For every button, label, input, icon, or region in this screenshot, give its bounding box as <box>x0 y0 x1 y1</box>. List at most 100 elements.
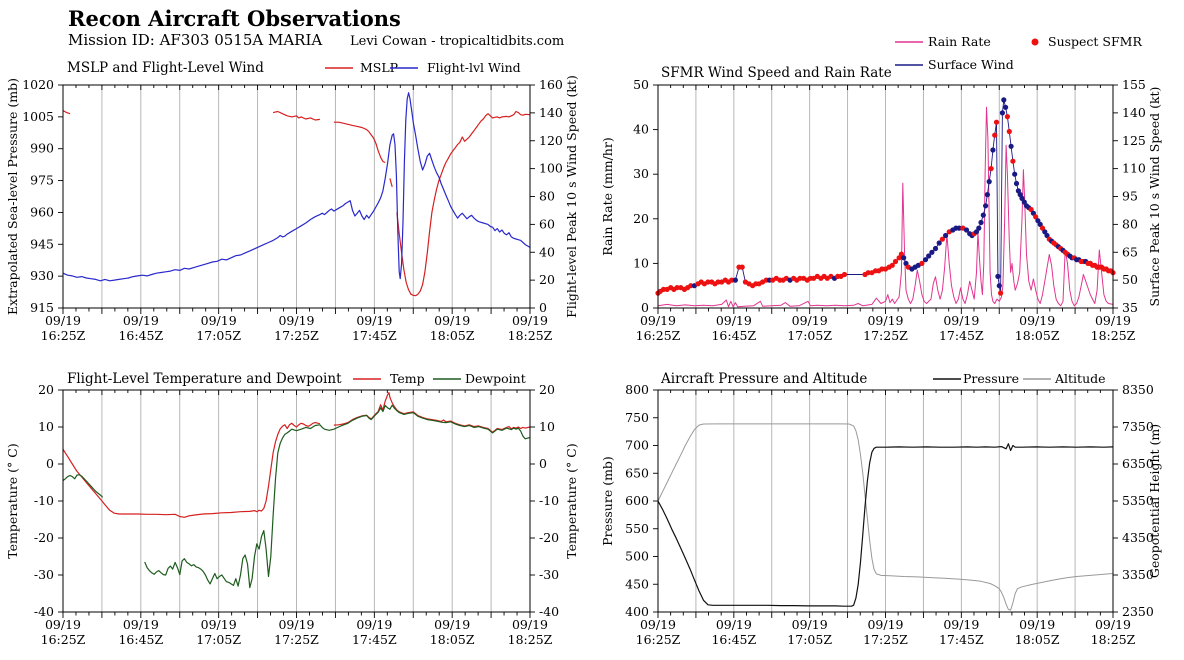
surface-wind-dot <box>999 110 1006 116</box>
right-axis-title: Surface Peak 10 s Wind Speed (kt) <box>1147 87 1162 307</box>
surface-wind-dot <box>963 227 970 233</box>
surface-wind-dot <box>943 232 949 239</box>
right-axis-title: Temperature (° C) <box>564 443 579 558</box>
surface-wind-dot <box>990 147 996 153</box>
legend-label: Dewpoint <box>465 371 526 386</box>
x-tick-label-time: 16:25Z <box>41 632 86 647</box>
y-tick-label-left: 10 <box>38 419 54 434</box>
y-tick-label-left: 40 <box>633 122 649 137</box>
suspect-sfmr-dot <box>1039 225 1046 231</box>
surface-wind-dot <box>983 203 989 209</box>
y-tick-label-right: 95 <box>1122 189 1138 204</box>
suspect-sfmr-dot <box>993 119 1000 125</box>
surface-wind-dot <box>901 255 907 261</box>
x-tick-label-time: 17:05Z <box>196 632 241 647</box>
x-tick-label-date: 09/19 <box>716 617 752 632</box>
y-tick-label-right: 20 <box>539 382 555 397</box>
y-tick-label-right: 40 <box>539 244 555 259</box>
x-tick-label-date: 09/19 <box>1019 617 1055 632</box>
x-tick-label-date: 09/19 <box>201 617 237 632</box>
y-tick-label-left: 50 <box>633 77 649 92</box>
y-tick-label-left: 1005 <box>22 109 54 124</box>
suspect-sfmr-dot <box>865 270 871 276</box>
x-tick-label-time: 18:25Z <box>508 632 553 647</box>
chart-title: SFMR Wind Speed and Rain Rate <box>661 65 892 81</box>
x-tick-label-date: 09/19 <box>278 313 314 328</box>
x-tick-label-date: 09/19 <box>867 313 903 328</box>
surface-wind-dot <box>956 225 962 231</box>
x-tick-label-date: 09/19 <box>640 313 676 328</box>
surface-wind-dot <box>1001 97 1007 103</box>
left-axis-title: Temperature (° C) <box>5 443 20 558</box>
x-tick-label-date: 09/19 <box>512 617 548 632</box>
x-tick-label-date: 09/19 <box>943 313 979 328</box>
x-tick-label-date: 09/19 <box>1095 313 1131 328</box>
y-tick-label-left: 960 <box>30 204 54 219</box>
y-tick-label-right: 2350 <box>1122 604 1154 619</box>
y-tick-label-left: 0 <box>46 456 54 471</box>
suspect-sfmr-dot <box>1033 214 1039 220</box>
chart-title: Flight-Level Temperature and Dewpoint <box>67 371 342 387</box>
y-tick-label-left: 930 <box>30 268 54 283</box>
suspect-sfmr-dot <box>1028 206 1034 213</box>
y-tick-label-left: 750 <box>625 410 649 425</box>
surface-wind-dot <box>980 212 986 218</box>
surface-wind-dot <box>1003 104 1009 110</box>
series-line-rain-rate <box>657 106 1114 308</box>
y-tick-label-right: 50 <box>1122 272 1138 287</box>
surface-wind-dot <box>1035 218 1041 224</box>
x-tick-label-time: 18:05Z <box>430 632 475 647</box>
x-tick-label-time: 17:05Z <box>787 632 832 647</box>
x-tick-label-time: 17:25Z <box>863 632 908 647</box>
legend-label: Altitude <box>1054 371 1106 386</box>
suspect-sfmr-dot <box>992 132 998 138</box>
suspect-sfmr-dot <box>1006 128 1012 135</box>
suspect-sfmr-dot <box>688 283 694 289</box>
y-tick-label-right: 140 <box>1122 105 1146 120</box>
suspect-sfmr-dot <box>988 166 994 172</box>
suspect-sfmr-dot <box>892 258 899 265</box>
x-tick-label-time: 17:05Z <box>196 328 241 343</box>
suspect-sfmr-dot <box>660 286 667 292</box>
y-tick-label-left: 20 <box>38 382 54 397</box>
y-tick-label-right: 140 <box>539 105 563 120</box>
suspect-sfmr-dot <box>998 290 1004 296</box>
sfmr-wind-rain-chart: 09/1916:25Z09/1916:45Z09/1917:05Z09/1917… <box>600 34 1162 343</box>
suspect-sfmr-dot <box>705 279 711 285</box>
x-tick-label-time: 17:25Z <box>863 328 908 343</box>
y-tick-label-left: 0 <box>641 300 649 315</box>
surface-wind-dot <box>1008 143 1014 149</box>
x-tick-label-time: 18:25Z <box>508 328 553 343</box>
x-tick-label-date: 09/19 <box>201 313 237 328</box>
x-tick-label-date: 09/19 <box>792 313 828 328</box>
x-tick-label-time: 16:25Z <box>636 328 681 343</box>
x-tick-label-time: 16:25Z <box>41 328 86 343</box>
legend-label: MSLP <box>360 60 398 75</box>
suspect-sfmr-dot <box>1004 114 1011 120</box>
surface-wind-dot <box>922 257 929 263</box>
y-tick-label-right: -20 <box>539 530 559 545</box>
series-line-mslp <box>62 109 531 297</box>
y-tick-label-right: 80 <box>1122 216 1138 231</box>
legend-label: Pressure <box>963 371 1019 386</box>
x-tick-label-time: 17:45Z <box>352 632 397 647</box>
y-tick-label-right: 8350 <box>1122 382 1154 397</box>
y-tick-label-right: 5350 <box>1122 493 1154 508</box>
surface-wind-dot <box>978 219 984 226</box>
y-tick-label-left: 975 <box>30 173 54 188</box>
surface-wind-dot <box>995 273 1001 279</box>
suspect-sfmr-dot <box>797 275 803 281</box>
surface-wind-dot <box>1030 210 1036 216</box>
surface-wind-dot <box>936 240 942 246</box>
x-tick-label-date: 09/19 <box>356 313 392 328</box>
y-tick-label-right: -40 <box>539 604 559 619</box>
x-tick-label-time: 18:25Z <box>1091 632 1136 647</box>
series-line-altitude <box>657 423 1114 611</box>
x-tick-label-time: 17:45Z <box>939 328 984 343</box>
y-tick-label-left: 10 <box>633 255 649 270</box>
y-tick-label-left: 945 <box>30 236 54 251</box>
suspect-sfmr-dot <box>879 266 885 272</box>
x-tick-label-date: 09/19 <box>1095 617 1131 632</box>
x-tick-label-time: 16:25Z <box>636 632 681 647</box>
y-tick-label-left: 400 <box>625 604 649 619</box>
